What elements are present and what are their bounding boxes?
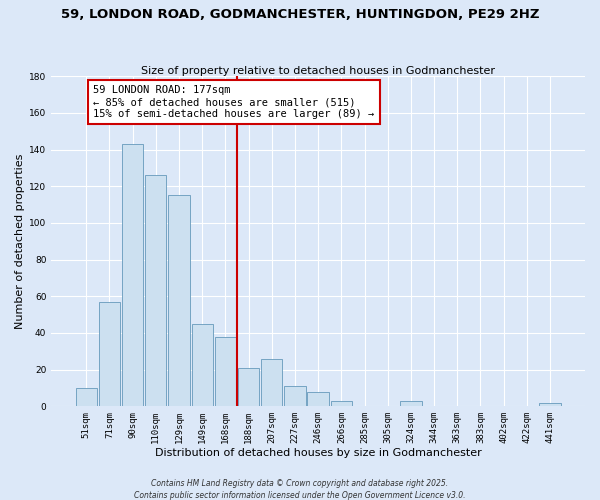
Title: Size of property relative to detached houses in Godmanchester: Size of property relative to detached ho… <box>141 66 495 76</box>
Bar <box>169 196 190 406</box>
Bar <box>191 324 213 406</box>
Bar <box>307 392 329 406</box>
Bar <box>261 358 283 406</box>
Text: 59, LONDON ROAD, GODMANCHESTER, HUNTINGDON, PE29 2HZ: 59, LONDON ROAD, GODMANCHESTER, HUNTINGD… <box>61 8 539 20</box>
Bar <box>539 402 561 406</box>
Text: 59 LONDON ROAD: 177sqm
← 85% of detached houses are smaller (515)
15% of semi-de: 59 LONDON ROAD: 177sqm ← 85% of detached… <box>93 86 374 118</box>
Text: Contains HM Land Registry data © Crown copyright and database right 2025.
Contai: Contains HM Land Registry data © Crown c… <box>134 478 466 500</box>
X-axis label: Distribution of detached houses by size in Godmanchester: Distribution of detached houses by size … <box>155 448 482 458</box>
Y-axis label: Number of detached properties: Number of detached properties <box>15 154 25 329</box>
Bar <box>238 368 259 406</box>
Bar <box>284 386 305 406</box>
Bar <box>400 400 422 406</box>
Bar <box>99 302 120 406</box>
Bar <box>331 400 352 406</box>
Bar <box>215 336 236 406</box>
Bar <box>145 176 166 406</box>
Bar <box>76 388 97 406</box>
Bar <box>122 144 143 406</box>
